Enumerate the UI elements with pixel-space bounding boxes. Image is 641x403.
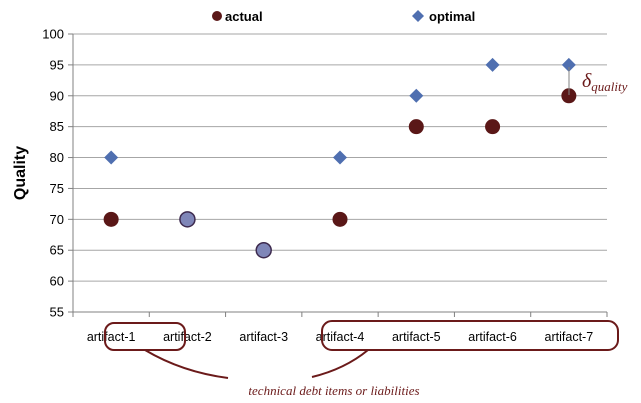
x-tick-label: artifact-1: [87, 330, 136, 344]
legend-marker-optimal: [412, 10, 424, 22]
optimal-point: [333, 150, 347, 165]
actual-point: [561, 88, 577, 104]
actual-point: [408, 119, 424, 135]
y-tick-labels: 55 60 65 70 75 80 85 90 95 100: [42, 27, 64, 320]
delta-subscript: quality: [591, 79, 627, 94]
y-axis-label: Quality: [12, 146, 29, 200]
optimal-point: [104, 150, 119, 165]
x-tick-label: artifact-6: [468, 330, 517, 344]
actual-point: [332, 211, 348, 227]
y-tick-label: 95: [50, 57, 64, 72]
axes: [68, 33, 608, 317]
optimal-point: [409, 88, 424, 103]
y-tick-label: 85: [50, 119, 64, 134]
y-tick-label: 80: [50, 150, 64, 165]
actual-point: [255, 241, 272, 259]
y-tick-label: 70: [50, 212, 64, 227]
delta-quality-annotation: δquality: [582, 70, 628, 94]
x-tick-label: artifact-2: [163, 330, 212, 344]
bracket-connector-left: [144, 349, 229, 379]
x-tick-label: artifact-3: [239, 330, 288, 344]
y-tick-label: 55: [50, 305, 64, 320]
optimal-point: [485, 57, 500, 72]
legend-label-optimal: optimal: [429, 9, 475, 24]
bracket-artifacts-4-7: [321, 320, 619, 351]
liabilities-caption: technical debt items or liabilities: [248, 383, 419, 398]
x-tick-label: artifact-4: [316, 330, 365, 344]
legend-marker-actual: [212, 11, 222, 21]
actual-point: [179, 211, 196, 228]
y-tick-label: 65: [50, 243, 64, 258]
optimal-point: [561, 57, 576, 72]
y-tick-label: 90: [50, 88, 64, 103]
legend-label-actual: actual: [225, 9, 263, 24]
x-tick-labels: artifact-1 artifact-2 artifact-3 artifact-4…: [87, 330, 593, 344]
x-tick-label: artifact-7: [545, 330, 594, 344]
data-markers: [103, 57, 577, 259]
actual-point: [103, 211, 119, 227]
bracket-connector-right: [311, 349, 369, 378]
delta-symbol: δ: [582, 70, 592, 92]
legend: actual optimal: [212, 9, 475, 24]
y-tick-label: 60: [50, 274, 64, 289]
x-tick-label: artifact-5: [392, 330, 441, 344]
liability-brackets: [104, 320, 619, 379]
y-tick-label: 75: [50, 181, 64, 196]
actual-point: [485, 119, 501, 135]
y-tick-label: 100: [42, 27, 64, 42]
